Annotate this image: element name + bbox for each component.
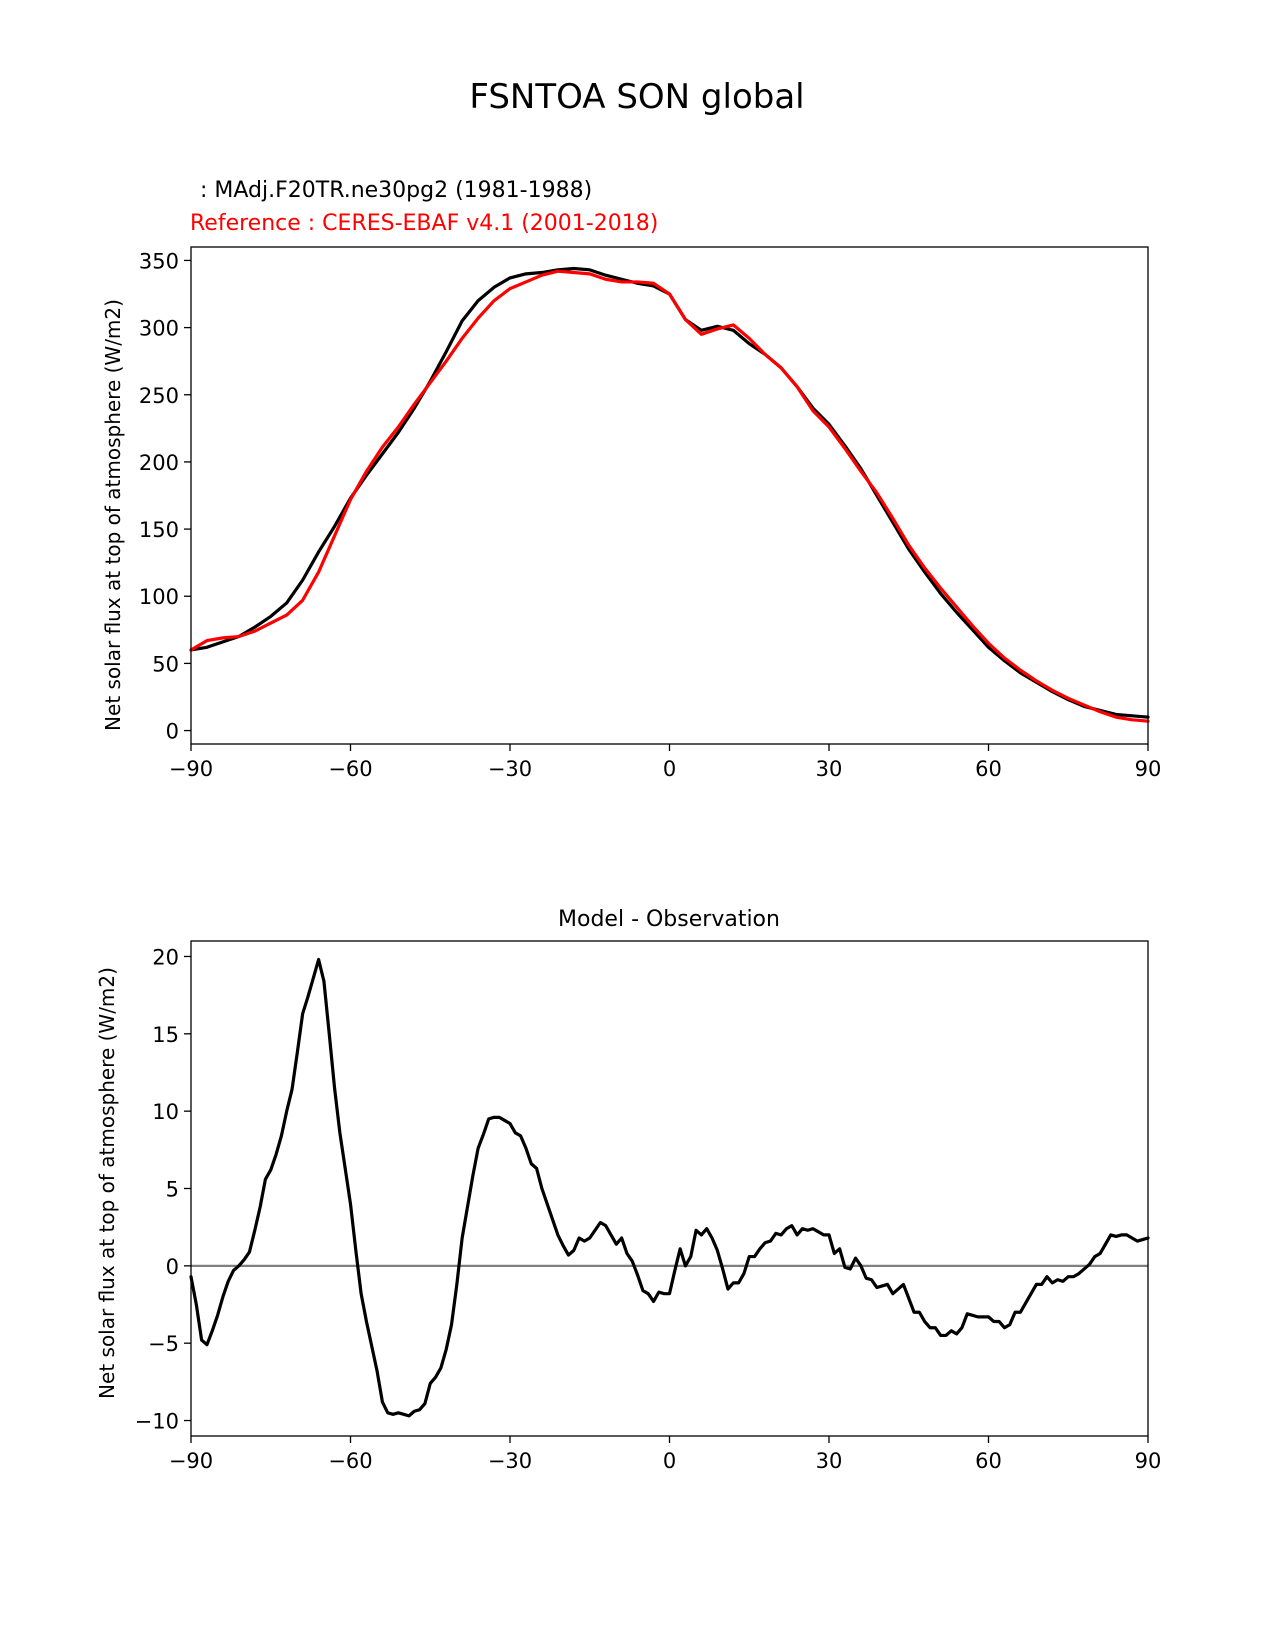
top-x-tick-label: −60 bbox=[328, 757, 372, 781]
top-x-tick-label: 30 bbox=[816, 757, 843, 781]
bottom-y-tick-label: 15 bbox=[152, 1023, 179, 1047]
bottom-y-tick-label: 20 bbox=[152, 945, 179, 969]
top-y-tick-label: 150 bbox=[139, 518, 179, 542]
bottom-x-tick-label: 60 bbox=[975, 1449, 1002, 1473]
top-y-tick-label: 250 bbox=[139, 384, 179, 408]
bottom-y-tick-label: −5 bbox=[148, 1332, 179, 1356]
top-x-tick-label: 90 bbox=[1135, 757, 1162, 781]
bottom-chart-title: Model - Observation bbox=[558, 907, 780, 932]
top-plot-area: −90 −60 −30 0 30 60 90 0 50 100 150 200 250 300 350 bbox=[139, 249, 1161, 781]
top-x-tick-label: 0 bbox=[663, 757, 676, 781]
bottom-chart-panel: Model - Observation Net solar flux at to… bbox=[95, 907, 1161, 1473]
bottom-axes-frame bbox=[190, 940, 1149, 1437]
bottom-x-tick-label: 90 bbox=[1135, 1449, 1162, 1473]
bottom-y-tick-label: 10 bbox=[152, 1100, 179, 1124]
bottom-y-tick-label: −10 bbox=[135, 1410, 179, 1434]
top-y-tick-label: 300 bbox=[139, 317, 179, 341]
top-y-axis-label: Net solar flux at top of atmosphere (W/m… bbox=[101, 299, 125, 731]
legend-test-label: : MAdj.F20TR.ne30pg2 (1981-1988) bbox=[193, 178, 592, 203]
bottom-x-tick-label: 0 bbox=[663, 1449, 676, 1473]
top-x-tick-label: 60 bbox=[975, 757, 1002, 781]
bottom-x-tick-label: −90 bbox=[169, 1449, 213, 1473]
top-y-tick-label: 50 bbox=[152, 652, 179, 676]
top-y-tick-label: 0 bbox=[166, 720, 179, 744]
top-x-tick-label: −90 bbox=[169, 757, 213, 781]
bottom-y-tick-label: 0 bbox=[166, 1255, 179, 1279]
bottom-y-axis-label: Net solar flux at top of atmosphere (W/m… bbox=[95, 967, 119, 1399]
top-chart-panel: : MAdj.F20TR.ne30pg2 (1981-1988) Referen… bbox=[101, 178, 1161, 781]
bottom-x-tick-label: −30 bbox=[488, 1449, 532, 1473]
legend-reference-label: Reference : CERES-EBAF v4.1 (2001-2018) bbox=[190, 211, 658, 236]
bottom-plot-area: −90 −60 −30 0 30 60 90 −10 −5 0 5 10 15 20 bbox=[135, 945, 1162, 1473]
bottom-x-tick-label: 30 bbox=[816, 1449, 843, 1473]
figure-suptitle: FSNTOA SON global bbox=[469, 77, 804, 117]
bottom-x-tick-label: −60 bbox=[328, 1449, 372, 1473]
bottom-series-line-1 bbox=[189, 957, 1150, 1418]
bottom-y-tick-label: 5 bbox=[166, 1178, 179, 1202]
top-y-tick-label: 100 bbox=[139, 585, 179, 609]
top-axes-frame bbox=[190, 246, 1149, 745]
top-y-tick-label: 350 bbox=[139, 249, 179, 273]
top-y-tick-label: 200 bbox=[139, 451, 179, 475]
top-series-line-2 bbox=[189, 269, 1150, 723]
top-series-line-1 bbox=[189, 266, 1150, 719]
top-x-tick-label: −30 bbox=[488, 757, 532, 781]
